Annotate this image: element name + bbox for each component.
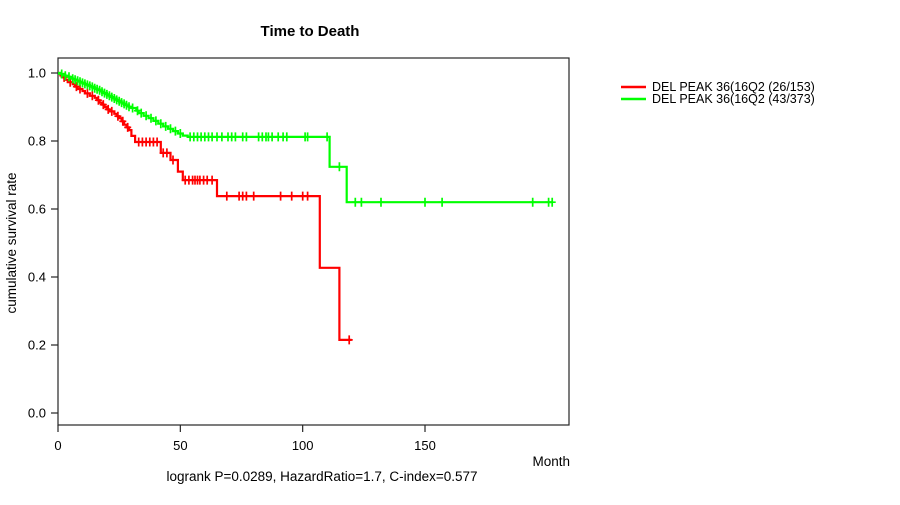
- plot-border: [57, 57, 570, 426]
- y-tick-label: 0.8: [28, 134, 46, 149]
- y-tick-label: 0.6: [28, 202, 46, 217]
- survival-step-curve-0: [58, 71, 352, 341]
- legend-label-green: DEL PEAK 36(16Q2 (43/373): [652, 92, 815, 106]
- censor-marks-0: [60, 72, 353, 345]
- chart-title: Time to Death: [261, 23, 360, 40]
- x-axis: 0 50 100 150: [54, 425, 436, 453]
- x-tick-label: 100: [292, 438, 314, 453]
- y-tick-label: 1.0: [28, 66, 46, 81]
- y-tick-label: 0.4: [28, 270, 46, 285]
- y-tick-label: 0.0: [28, 406, 46, 421]
- y-axis: 0.0 0.2 0.4 0.6 0.8 1.0: [28, 66, 58, 421]
- x-tick-label: 0: [54, 438, 61, 453]
- y-axis-label: cumulative survival rate: [4, 172, 19, 313]
- x-tick-label: 50: [173, 438, 187, 453]
- legend-label-red: DEL PEAK 36(16Q2 (26/153): [652, 80, 815, 94]
- x-axis-label: Month: [532, 454, 570, 469]
- censor-marks-1: [58, 69, 556, 207]
- survival-curves: [58, 69, 556, 345]
- stats-footer: logrank P=0.0289, HazardRatio=1.7, C-ind…: [166, 469, 477, 484]
- legend: DEL PEAK 36(16Q2 (26/153) DEL PEAK 36(16…: [621, 80, 815, 106]
- y-tick-label: 0.2: [28, 338, 46, 353]
- x-tick-label: 150: [414, 438, 436, 453]
